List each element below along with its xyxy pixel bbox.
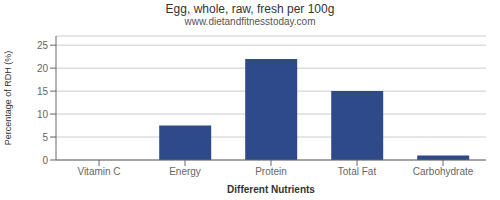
svg-text:5: 5 [42,132,48,143]
svg-text:15: 15 [37,86,49,97]
svg-text:Protein: Protein [255,166,287,177]
svg-text:10: 10 [37,109,49,120]
svg-text:Carbohydrate: Carbohydrate [413,166,474,177]
svg-text:Total Fat: Total Fat [338,166,377,177]
html-text:Egg, whole, raw, fresh per 100: Egg, whole, raw, fresh per 100g [165,2,335,16]
svg-text:Energy: Energy [169,166,201,177]
svg-text:25: 25 [37,40,49,51]
html-text:www.dietandfitnesstoday.com: www.dietandfitnesstoday.com [184,16,316,28]
svg-text:Vitamin C: Vitamin C [77,166,120,177]
svg-text:20: 20 [37,63,49,74]
svg-text:Different Nutrients: Different Nutrients [227,184,315,195]
svg-text:Percentage of RDH (%): Percentage of RDH (%) [8,51,13,146]
svg-text:0: 0 [42,155,48,166]
